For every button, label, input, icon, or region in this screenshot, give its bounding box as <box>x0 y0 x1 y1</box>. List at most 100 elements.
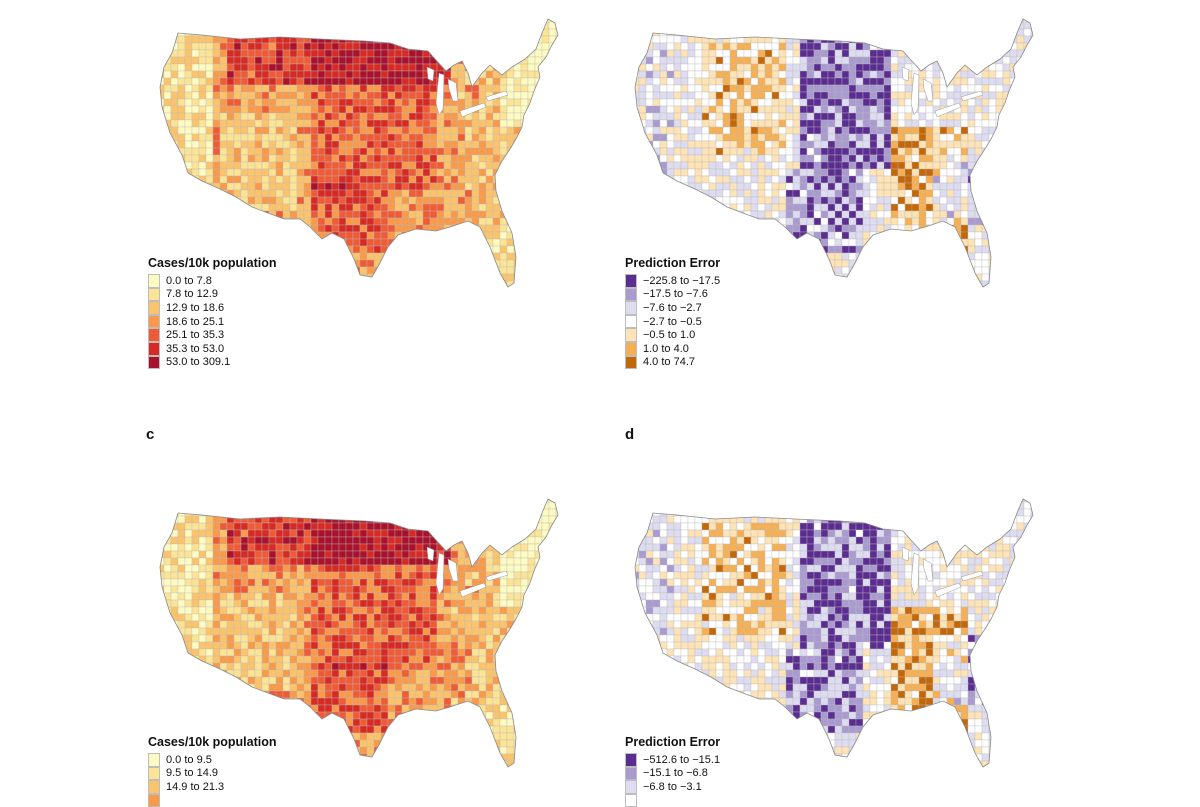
county-cell <box>563 141 570 148</box>
county-cell <box>841 112 850 121</box>
county-cell <box>184 231 193 240</box>
county-cell <box>282 126 291 135</box>
county-cell <box>317 140 326 149</box>
county-cell <box>666 182 675 191</box>
county-cell <box>492 84 501 93</box>
county-cell <box>170 154 179 163</box>
county-cell <box>240 161 249 170</box>
county-cell <box>170 119 179 128</box>
county-cell <box>345 182 354 191</box>
county-cell <box>785 42 794 51</box>
county-cell <box>876 56 885 65</box>
county-cell <box>160 245 165 254</box>
county-cell <box>450 35 459 44</box>
county-cell <box>478 126 487 135</box>
county-cell <box>736 140 745 149</box>
county-cell <box>436 161 445 170</box>
county-cell <box>813 245 822 254</box>
county-cell <box>869 56 878 65</box>
county-cell <box>771 19 780 23</box>
county-cell <box>527 70 536 79</box>
county-cell <box>778 105 787 114</box>
county-cell <box>645 84 654 93</box>
county-cell <box>764 175 773 184</box>
county-cell <box>338 182 347 191</box>
county-cell <box>485 19 494 23</box>
county-cell <box>479 288 486 295</box>
county-cell <box>394 245 403 254</box>
county-cell <box>904 231 913 240</box>
county-cell <box>862 19 871 23</box>
county-cell <box>932 84 941 93</box>
county-cell <box>883 133 892 142</box>
county-cell <box>366 126 375 135</box>
county-cell <box>485 238 494 247</box>
county-cell <box>890 182 899 191</box>
county-cell <box>729 21 738 30</box>
county-cell <box>799 217 808 226</box>
county-cell <box>666 112 675 121</box>
county-cell <box>443 140 452 149</box>
county-cell <box>652 182 661 191</box>
county-cell <box>1052 183 1059 190</box>
county-cell <box>960 119 969 128</box>
county-cell <box>635 42 640 51</box>
county-cell <box>953 168 962 177</box>
county-cell <box>261 182 270 191</box>
county-cell <box>513 105 522 114</box>
county-cell <box>673 168 682 177</box>
county-cell <box>806 91 815 100</box>
county-cell <box>254 70 263 79</box>
county-cell <box>373 210 382 219</box>
county-cell <box>177 105 186 114</box>
county-cell <box>359 154 368 163</box>
county-cell <box>506 91 515 100</box>
county-cell <box>261 224 270 233</box>
county-cell <box>1038 71 1045 78</box>
county-cell <box>464 28 473 37</box>
county-cell <box>635 147 640 156</box>
county-cell <box>240 126 249 135</box>
county-cell <box>827 70 836 79</box>
county-cell <box>1045 141 1052 148</box>
great-lake <box>485 90 509 102</box>
county-cell <box>394 70 403 79</box>
county-cell <box>1038 57 1045 64</box>
county-cell <box>701 196 710 205</box>
county-cell <box>471 140 480 149</box>
county-cell <box>758 288 765 295</box>
county-cell <box>352 49 361 58</box>
county-cell <box>862 203 871 212</box>
county-cell <box>310 154 319 163</box>
county-cell <box>1009 19 1018 23</box>
county-cell <box>911 19 920 23</box>
county-cell <box>652 126 661 135</box>
county-cell <box>659 210 668 219</box>
county-cell <box>478 238 487 247</box>
county-cell <box>170 161 179 170</box>
county-cell <box>345 203 354 212</box>
county-cell <box>499 238 508 247</box>
county-cell <box>150 64 157 71</box>
county-cell <box>806 28 815 37</box>
county-cell <box>191 245 200 254</box>
county-cell <box>464 154 473 163</box>
county-cell <box>960 252 969 261</box>
county-cell <box>743 168 752 177</box>
county-cell <box>191 182 200 191</box>
county-cell <box>212 77 221 86</box>
county-cell <box>890 63 899 72</box>
county-cell <box>577 120 584 127</box>
county-cell <box>673 238 682 247</box>
county-cell <box>932 77 941 86</box>
county-cell <box>771 238 780 247</box>
county-cell <box>506 168 515 177</box>
county-cell <box>577 15 584 22</box>
county-cell <box>485 126 494 135</box>
county-cell <box>324 133 333 142</box>
county-cell <box>827 140 836 149</box>
county-cell <box>750 19 759 23</box>
county-cell <box>429 112 438 121</box>
county-cell <box>1002 203 1011 212</box>
county-cell <box>757 56 766 65</box>
